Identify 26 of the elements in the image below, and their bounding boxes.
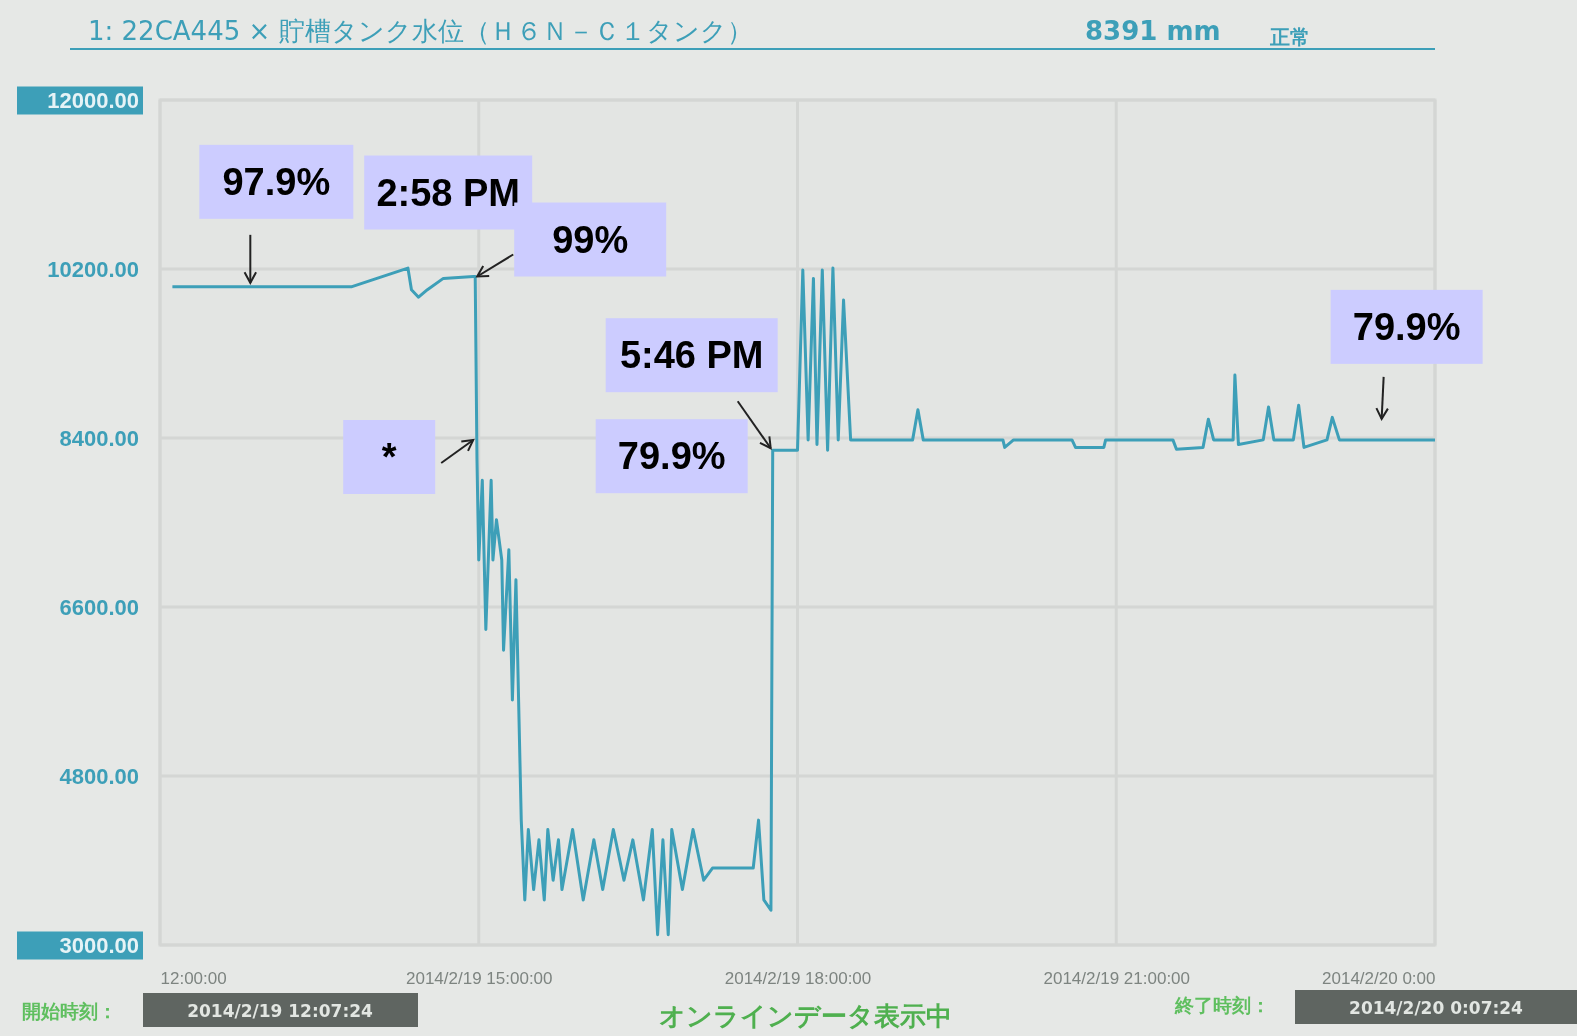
x-tick-label: 2014/2/19 18:00:00: [724, 969, 872, 989]
y-tick-label: 3000.00: [59, 932, 139, 958]
text: オンラインデータ表示中: [658, 1001, 952, 1031]
y-tick-label: 6600.00: [59, 594, 139, 620]
text: 開始時刻：: [22, 1000, 117, 1022]
annotation: 79.9%: [1352, 305, 1461, 348]
text: 終了時刻：: [1174, 994, 1270, 1016]
text: 正常: [1269, 25, 1310, 49]
annotation: 2:58 PM: [376, 171, 521, 214]
text: 8391 mm: [1085, 16, 1221, 46]
y-tick-label: 12000.00: [47, 87, 139, 113]
annotation: *: [381, 436, 397, 478]
y-tick-label: 10200.00: [47, 256, 139, 282]
x-tick-label: 2014/2/19 15:00:00: [405, 969, 553, 989]
annotation: 99%: [552, 218, 629, 261]
annotation: 97.9%: [222, 160, 331, 203]
y-tick-label: 8400.00: [59, 425, 139, 451]
text: 2014/2/20 0:07:24: [1349, 998, 1524, 1018]
x-tick-label: 2014/2/20 0:00: [1322, 969, 1436, 989]
y-tick-label: 4800.00: [59, 763, 139, 789]
x-tick-label: 12:00:00: [160, 969, 227, 989]
chart-title: 1: 22CA445 × 貯槽タンク水位（Ｈ６Ｎ－Ｃ１タンク）: [88, 16, 753, 46]
annotation: 79.9%: [617, 435, 726, 478]
x-tick-label: 2014/2/19 21:00:00: [1043, 969, 1191, 989]
text: 2014/2/19 12:07:24: [187, 1001, 374, 1021]
annotation: 5:46 PM: [619, 334, 764, 377]
